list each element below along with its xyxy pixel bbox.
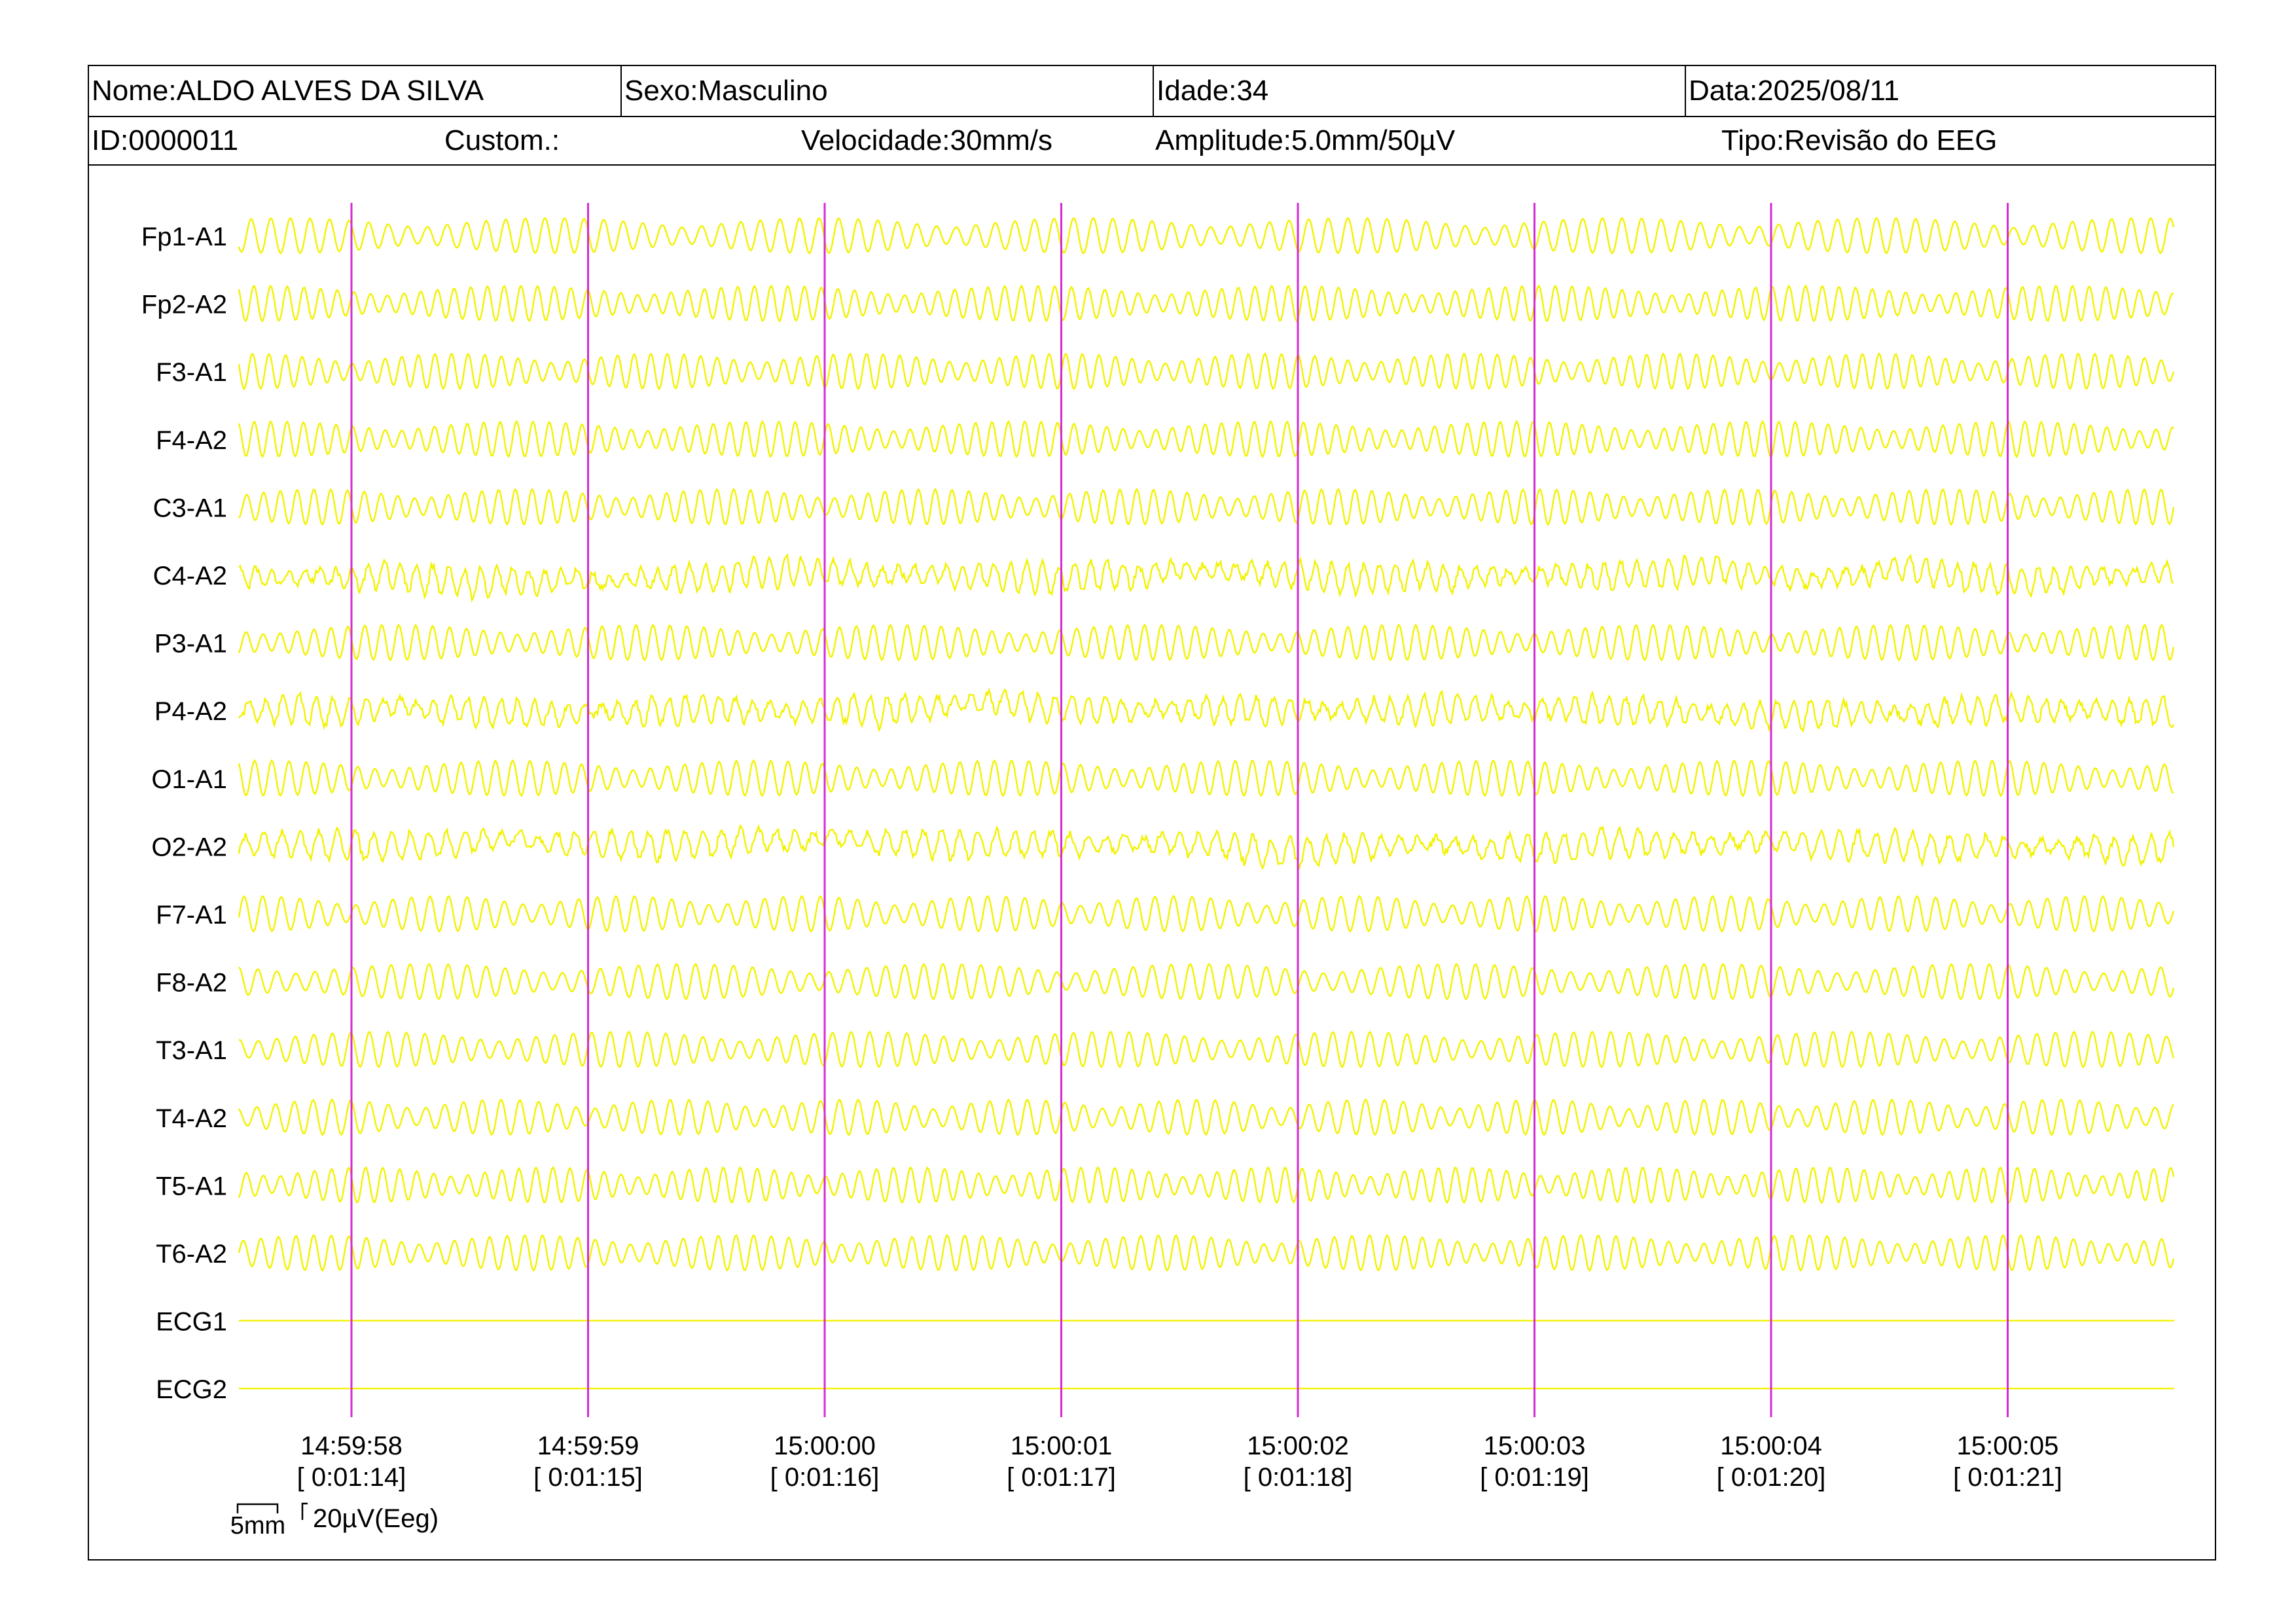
time-marker-elapsed: [ 0:01:21] — [1953, 1463, 2062, 1492]
eeg-trace-o1-a1 — [238, 759, 2174, 797]
time-marker-clock: 15:00:04 — [1720, 1432, 1822, 1460]
amplitude-scale-label: 20µV(Eeg) — [313, 1504, 439, 1533]
channel-label-ecg1: ECG1 — [156, 1308, 227, 1337]
channel-label-c3-a1: C3-A1 — [153, 494, 227, 522]
amplitude-setting: Amplitude:5.0mm/50µV — [1155, 124, 1456, 156]
time-marker-elapsed: [ 0:01:16] — [770, 1463, 880, 1492]
channel-label-fp1-a1: Fp1-A1 — [141, 223, 227, 251]
eeg-trace-t6-a2 — [238, 1234, 2175, 1272]
time-marker-elapsed: [ 0:01:14] — [297, 1463, 406, 1492]
custom-field: Custom.: — [444, 124, 560, 156]
eeg-trace-t3-a1 — [238, 1030, 2175, 1069]
eeg-trace-f7-a1 — [238, 895, 2175, 933]
channel-label-c4-a2: C4-A2 — [153, 562, 227, 590]
channel-label-t6-a2: T6-A2 — [156, 1240, 227, 1269]
channel-label-o1-a1: O1-A1 — [151, 765, 227, 794]
exam-type: Tipo:Revisão do EEG — [1721, 124, 1998, 156]
channel-label-o2-a2: O2-A2 — [151, 833, 227, 861]
channel-label-t5-a1: T5-A1 — [156, 1172, 227, 1200]
time-marker-clock: 15:00:00 — [774, 1432, 876, 1460]
channel-label-fp2-a2: Fp2-A2 — [141, 291, 227, 319]
time-marker-elapsed: [ 0:01:20] — [1717, 1463, 1826, 1492]
record-date: Data:2025/08/11 — [1685, 66, 2216, 116]
recording-settings-row: ID:0000011 Custom.: Velocidade:30mm/s Am… — [89, 116, 2215, 166]
channel-label-p3-a1: P3-A1 — [154, 630, 227, 659]
eeg-trace-f8-a2 — [238, 962, 2175, 1001]
eeg-trace-t4-a2 — [238, 1098, 2174, 1136]
eeg-trace-f4-a2 — [238, 420, 2174, 459]
eeg-report-frame: Nome:ALDO ALVES DA SILVA Sexo:Masculino … — [88, 65, 2216, 1561]
time-marker-elapsed: [ 0:01:15] — [533, 1463, 643, 1492]
eeg-trace-c4-a2 — [238, 552, 2174, 603]
time-marker-clock: 14:59:59 — [537, 1432, 639, 1460]
eeg-trace-p4-a2 — [238, 687, 2175, 733]
eeg-trace-f3-a1 — [238, 352, 2175, 391]
patient-info-row: Nome:ALDO ALVES DA SILVA Sexo:Masculino … — [89, 66, 2215, 117]
time-marker-elapsed: [ 0:01:18] — [1244, 1463, 1353, 1492]
patient-sex: Sexo:Masculino — [620, 66, 1153, 116]
amplitude-scale-bracket — [301, 1502, 308, 1520]
channel-label-ecg2: ECG2 — [156, 1375, 227, 1404]
time-scale-label: 5mm — [230, 1512, 285, 1540]
time-marker-elapsed: [ 0:01:17] — [1007, 1463, 1116, 1492]
time-marker-clock: 15:00:01 — [1011, 1432, 1113, 1460]
time-marker-clock: 15:00:02 — [1247, 1432, 1349, 1460]
eeg-trace-fp1-a1 — [238, 217, 2175, 255]
eeg-trace-o2-a2 — [238, 823, 2175, 871]
eeg-trace-t5-a1 — [238, 1166, 2175, 1204]
eeg-trace-c3-a1 — [238, 488, 2175, 526]
patient-age: Idade:34 — [1153, 66, 1685, 116]
patient-id: ID:0000011 — [92, 124, 239, 156]
eeg-trace-fp2-a2 — [238, 284, 2174, 323]
channel-label-t4-a2: T4-A2 — [156, 1104, 227, 1133]
channel-label-p4-a2: P4-A2 — [154, 697, 227, 726]
time-marker-elapsed: [ 0:01:19] — [1480, 1463, 1589, 1492]
channel-label-f7-a1: F7-A1 — [156, 901, 227, 929]
eeg-trace-p3-a1 — [238, 623, 2175, 662]
time-scale-bracket — [236, 1503, 279, 1513]
time-marker-clock: 15:00:05 — [1957, 1432, 2059, 1460]
time-marker-clock: 15:00:03 — [1484, 1432, 1586, 1460]
patient-name: Nome:ALDO ALVES DA SILVA — [92, 75, 484, 107]
time-marker-clock: 14:59:58 — [300, 1432, 403, 1460]
channel-label-f3-a1: F3-A1 — [156, 358, 227, 387]
channel-label-f4-a2: F4-A2 — [156, 426, 227, 455]
speed-setting: Velocidade:30mm/s — [801, 124, 1052, 156]
channel-label-f8-a2: F8-A2 — [156, 969, 227, 998]
channel-label-t3-a1: T3-A1 — [156, 1036, 227, 1065]
